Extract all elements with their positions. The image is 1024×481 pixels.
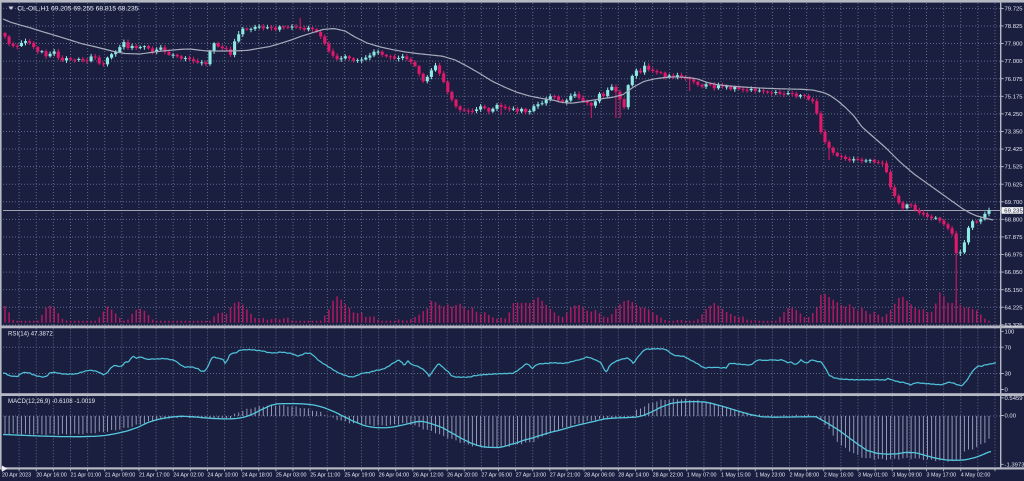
svg-text:78.825: 78.825 [1005, 24, 1024, 30]
svg-text:70: 70 [1005, 345, 1012, 351]
svg-text:67.875: 67.875 [1005, 235, 1024, 241]
svg-text:71.525: 71.525 [1005, 165, 1024, 171]
svg-text:26 Apr 20:00: 26 Apr 20:00 [447, 472, 478, 478]
svg-text:77.900: 77.900 [1005, 42, 1024, 48]
svg-text:27 Apr 21:00: 27 Apr 21:00 [550, 472, 581, 478]
svg-text:24 Apr 02:00: 24 Apr 02:00 [173, 472, 204, 478]
svg-text:0: 0 [1005, 388, 1009, 394]
svg-text:24 Apr 18:00: 24 Apr 18:00 [242, 472, 273, 478]
svg-text:27 Apr 05:00: 27 Apr 05:00 [481, 472, 512, 478]
svg-text:CL-OIL,H1 69.205 69.255 68.815: CL-OIL,H1 69.205 69.255 68.815 68.235 [17, 6, 138, 13]
svg-text:-1.3973: -1.3973 [1005, 462, 1024, 468]
svg-text:69.700: 69.700 [1005, 200, 1024, 206]
svg-text:3 May 01:00: 3 May 01:00 [858, 472, 888, 478]
svg-text:20 Apr 16:00: 20 Apr 16:00 [36, 472, 67, 478]
svg-text:3 May 17:00: 3 May 17:00 [927, 472, 957, 478]
svg-text:28 Apr 06:00: 28 Apr 06:00 [584, 472, 615, 478]
svg-text:1 May 23:00: 1 May 23:00 [755, 472, 785, 478]
svg-text:74.250: 74.250 [1005, 112, 1024, 118]
svg-text:100: 100 [1005, 329, 1016, 335]
svg-text:75.175: 75.175 [1005, 94, 1024, 100]
svg-text:20 Apr 2023: 20 Apr 2023 [2, 472, 31, 478]
svg-text:3 May 09:00: 3 May 09:00 [892, 472, 922, 478]
svg-text:26 Apr 04:00: 26 Apr 04:00 [379, 472, 410, 478]
svg-text:25 Apr 03:00: 25 Apr 03:00 [276, 472, 307, 478]
svg-text:25 Apr 11:00: 25 Apr 11:00 [310, 472, 340, 478]
svg-text:24 Apr 10:00: 24 Apr 10:00 [207, 472, 238, 478]
svg-text:79.725: 79.725 [1005, 7, 1024, 13]
svg-text:1 May 07:00: 1 May 07:00 [687, 472, 717, 478]
svg-text:66.975: 66.975 [1005, 253, 1024, 259]
svg-text:0.5459: 0.5459 [1005, 396, 1023, 402]
svg-text:28 Apr 22:00: 28 Apr 22:00 [653, 472, 684, 478]
svg-text:77.000: 77.000 [1005, 59, 1024, 65]
svg-text:0.00: 0.00 [1005, 414, 1017, 420]
svg-text:72.425: 72.425 [1005, 147, 1024, 153]
svg-text:70.625: 70.625 [1005, 182, 1024, 188]
svg-text:68.800: 68.800 [1005, 217, 1024, 223]
svg-text:28 Apr 14:00: 28 Apr 14:00 [618, 472, 649, 478]
svg-text:69.235: 69.235 [1004, 209, 1023, 215]
svg-text:MACD(12,26,9) -0.6108 -1.0019: MACD(12,26,9) -0.6108 -1.0019 [8, 398, 96, 405]
svg-text:21 Apr 01:00: 21 Apr 01:00 [71, 472, 102, 478]
svg-text:66.050: 66.050 [1005, 270, 1024, 276]
svg-text:63.325: 63.325 [1005, 323, 1024, 329]
svg-text:64.225: 64.225 [1005, 305, 1024, 311]
svg-text:30: 30 [1005, 372, 1012, 378]
svg-text:RSI(14) 47.3872: RSI(14) 47.3872 [8, 330, 53, 337]
svg-text:76.075: 76.075 [1005, 77, 1024, 83]
svg-text:21 Apr 17:00: 21 Apr 17:00 [139, 472, 170, 478]
svg-text:27 Apr 13:00: 27 Apr 13:00 [516, 472, 547, 478]
svg-text:25 Apr 19:00: 25 Apr 19:00 [344, 472, 375, 478]
svg-text:2 May 16:00: 2 May 16:00 [824, 472, 854, 478]
svg-text:26 Apr 12:00: 26 Apr 12:00 [413, 472, 444, 478]
svg-text:4 May 02:00: 4 May 02:00 [961, 472, 991, 478]
svg-text:2 May 08:00: 2 May 08:00 [790, 472, 820, 478]
svg-text:65.150: 65.150 [1005, 288, 1024, 294]
svg-text:73.350: 73.350 [1005, 130, 1024, 136]
svg-text:1 May 15:00: 1 May 15:00 [721, 472, 751, 478]
svg-text:21 Apr 09:00: 21 Apr 09:00 [105, 472, 136, 478]
